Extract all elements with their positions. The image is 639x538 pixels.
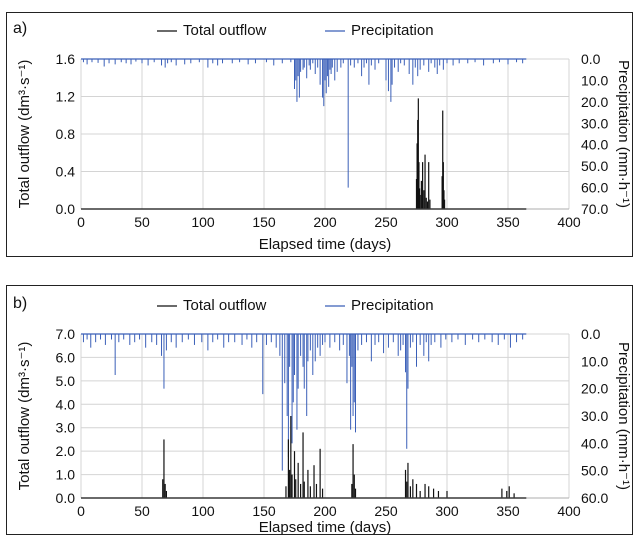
x-tick-label: 100 <box>191 503 215 519</box>
y-tick-label: 0.4 <box>56 164 76 180</box>
y2-tick-label: 50.0 <box>581 463 608 479</box>
x-tick-label: 100 <box>191 214 215 230</box>
chart-panel-b: 0 50 100 150 200 250 300 350 400 0.0 1.0 2.0 3.0 4.0 5… <box>6 285 633 535</box>
y-tick-label: 1.2 <box>56 89 76 105</box>
x-axis-label: Elapsed time (days) <box>259 236 392 253</box>
y-tick-label: 6.0 <box>56 349 76 365</box>
y2-tick-label: 60.0 <box>581 180 608 196</box>
y-tick-label: 7.0 <box>56 326 76 342</box>
x-tick-label: 300 <box>435 214 459 230</box>
x-tick-label: 0 <box>77 214 85 230</box>
y2-tick-label: 20.0 <box>581 94 608 110</box>
x-tick-label: 50 <box>134 214 150 230</box>
y-tick-label: 2.0 <box>56 443 76 459</box>
y2-axis-label: Precipitation (mm·h⁻¹) <box>615 342 632 490</box>
y-axis-label: Total outflow (dm³·s⁻¹) <box>16 60 33 209</box>
x-tick-label: 250 <box>374 503 398 519</box>
y-tick-label: 4.0 <box>56 396 76 412</box>
y2-tick-label: 20.0 <box>581 381 608 397</box>
chart-b-svg: 0 50 100 150 200 250 300 350 400 0.0 1.0 2.0 3.0 4.0 5… <box>13 295 632 534</box>
y2-axis-label: Precipitation (mm·h⁻¹) <box>615 60 632 208</box>
y2-tick-label: 30.0 <box>581 115 608 131</box>
y-tick-label: 1.6 <box>56 51 76 67</box>
x-tick-label: 400 <box>557 214 581 230</box>
y-tick-label: 5.0 <box>56 373 76 389</box>
panel-label: a) <box>13 20 27 37</box>
y-tick-label: 1.0 <box>56 467 76 483</box>
y-tick-label: 3.0 <box>56 420 76 436</box>
chart-panel-a: 0 50 100 150 200 250 300 350 400 0.0 0.4 0.8 1.2 1.6 0… <box>6 12 633 257</box>
y2-tick-label: 60.0 <box>581 490 608 506</box>
x-tick-label: 0 <box>77 503 85 519</box>
x-tick-label: 200 <box>313 214 337 230</box>
y2-tick-label: 10.0 <box>581 72 608 88</box>
x-tick-label: 200 <box>313 503 337 519</box>
x-tick-label: 300 <box>435 503 459 519</box>
y2-tick-label: 70.0 <box>581 201 608 217</box>
chart-a-svg: 0 50 100 150 200 250 300 350 400 0.0 0.4 0.8 1.2 1.6 0… <box>13 20 632 253</box>
y2-tick-label: 30.0 <box>581 408 608 424</box>
y2-tick-label: 10.0 <box>581 353 608 369</box>
y-axis-label: Total outflow (dm³·s⁻¹) <box>16 342 33 491</box>
x-tick-label: 350 <box>496 503 520 519</box>
panel-label: b) <box>13 295 27 312</box>
legend-label-outflow: Total outflow <box>183 22 267 39</box>
y2-tick-label: 40.0 <box>581 137 608 153</box>
x-axis-label: Elapsed time (days) <box>259 519 392 534</box>
legend-label-precip: Precipitation <box>351 297 434 314</box>
y2-tick-label: 40.0 <box>581 435 608 451</box>
x-tick-label: 350 <box>496 214 520 230</box>
x-tick-label: 400 <box>557 503 581 519</box>
y2-tick-label: 0.0 <box>581 326 601 342</box>
y-tick-label: 0.0 <box>56 201 76 217</box>
legend-label-precip: Precipitation <box>351 22 434 39</box>
y-tick-label: 0.8 <box>56 126 76 142</box>
legend-label-outflow: Total outflow <box>183 297 267 314</box>
x-tick-label: 50 <box>134 503 150 519</box>
y2-tick-label: 50.0 <box>581 158 608 174</box>
y2-tick-label: 0.0 <box>581 51 601 67</box>
y-tick-label: 0.0 <box>56 490 76 506</box>
x-tick-label: 150 <box>252 503 276 519</box>
x-tick-label: 250 <box>374 214 398 230</box>
x-tick-label: 150 <box>252 214 276 230</box>
